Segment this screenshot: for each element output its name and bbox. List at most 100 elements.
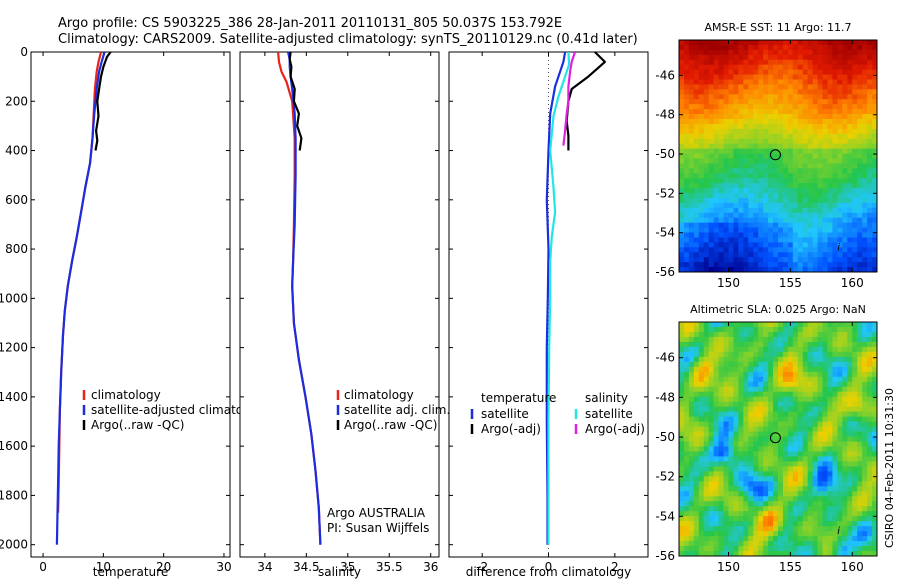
- heatmap-cell: [778, 158, 784, 165]
- heatmap-cell: [743, 356, 749, 363]
- heatmap-cell: [703, 197, 710, 204]
- heatmap-cell: [847, 168, 853, 174]
- heatmap-cell: [822, 267, 829, 272]
- heatmap-cell: [703, 461, 710, 467]
- heatmap-cell: [792, 526, 799, 532]
- heatmap-cell: [807, 501, 814, 507]
- heatmap-cell: [743, 217, 749, 224]
- heatmap-cell: [867, 44, 873, 51]
- heatmap-cell: [733, 511, 739, 517]
- heatmap-cell: [763, 178, 769, 184]
- heatmap-cell: [862, 366, 868, 373]
- heatmap-cell: [812, 44, 819, 51]
- heatmap-cell: [797, 481, 804, 487]
- heatmap-cell: [713, 173, 720, 179]
- heatmap-cell: [773, 406, 779, 413]
- heatmap-cell: [787, 64, 794, 71]
- heatmap-cell: [758, 471, 764, 477]
- heatmap-cell: [862, 217, 868, 224]
- heatmap-cell: [778, 193, 784, 199]
- x-tick-label: 34: [257, 560, 272, 574]
- heatmap-cell: [842, 506, 848, 512]
- heatmap-cell: [713, 267, 720, 272]
- heatmap-cell: [688, 396, 695, 403]
- heatmap-cell: [753, 496, 759, 502]
- heatmap-cell: [748, 109, 754, 115]
- heatmap-cell: [768, 516, 774, 522]
- heatmap-cell: [797, 336, 804, 343]
- heatmap-cell: [708, 138, 715, 145]
- heatmap-cell: [723, 521, 730, 527]
- heatmap-cell: [728, 99, 735, 105]
- heatmap-cell: [867, 163, 873, 169]
- heatmap-cell: [787, 193, 794, 199]
- heatmap-cell: [718, 451, 725, 458]
- heatmap-cell: [862, 44, 868, 51]
- heatmap-cell: [748, 481, 754, 487]
- heatmap-cell: [713, 336, 720, 343]
- heatmap-cell: [832, 267, 838, 272]
- heatmap-cell: [728, 74, 735, 81]
- heatmap-cell: [837, 178, 843, 184]
- heatmap-cell: [862, 163, 868, 169]
- heatmap-cell: [763, 84, 769, 90]
- heatmap-cell: [778, 54, 784, 61]
- heatmap-cell: [802, 436, 809, 443]
- heatmap-cell: [748, 536, 754, 542]
- heatmap-cell: [713, 262, 720, 268]
- heatmap-cell: [679, 526, 685, 532]
- heatmap-cell: [743, 49, 749, 56]
- heatmap-cell: [842, 227, 848, 234]
- heatmap-cell: [822, 521, 829, 527]
- heatmap-cell: [728, 326, 735, 333]
- heatmap-cell: [832, 491, 838, 497]
- heatmap-cell: [782, 471, 789, 477]
- heatmap-cell: [679, 371, 685, 378]
- heatmap-cell: [842, 541, 848, 547]
- heatmap-cell: [773, 496, 779, 502]
- heatmap-cell: [792, 242, 799, 248]
- heatmap-cell: [857, 371, 863, 378]
- heatmap-cell: [827, 521, 834, 527]
- heatmap-cell: [693, 516, 700, 522]
- heatmap-cell: [758, 44, 764, 51]
- heatmap-cell: [698, 476, 705, 482]
- heatmap-cell: [802, 49, 809, 56]
- heatmap-cell: [797, 541, 804, 547]
- heatmap-cell: [817, 252, 824, 258]
- heatmap-cell: [778, 391, 784, 398]
- heatmap-cell: [872, 217, 877, 224]
- heatmap-cell: [842, 431, 848, 438]
- heatmap-cell: [842, 89, 848, 95]
- heatmap-cell: [872, 202, 877, 209]
- heatmap-cell: [708, 446, 715, 453]
- heatmap-cell: [782, 431, 789, 438]
- heatmap-cell: [743, 54, 749, 61]
- heatmap-cell: [723, 168, 730, 174]
- heatmap-cell: [787, 456, 794, 463]
- heatmap-cell: [867, 341, 873, 348]
- heatmap-cell: [683, 456, 690, 463]
- heatmap-cell: [763, 401, 769, 408]
- heatmap-cell: [743, 411, 749, 418]
- heatmap-cell: [683, 346, 690, 353]
- heatmap-cell: [847, 212, 853, 219]
- heatmap-cell: [723, 109, 730, 115]
- heatmap-cell: [703, 481, 710, 487]
- heatmap-cell: [857, 232, 863, 239]
- heatmap-cell: [842, 173, 848, 179]
- heatmap-cell: [688, 506, 695, 512]
- heatmap-cell: [733, 158, 739, 165]
- heatmap-cell: [812, 227, 819, 234]
- heatmap-cell: [832, 451, 838, 458]
- heatmap-cell: [862, 331, 868, 338]
- heatmap-cell: [723, 326, 730, 333]
- heatmap-cell: [713, 237, 720, 243]
- heatmap-cell: [773, 99, 779, 105]
- heatmap-cell: [857, 193, 863, 199]
- heatmap-cell: [733, 237, 739, 243]
- heatmap-cell: [733, 74, 739, 81]
- heatmap-cell: [713, 74, 720, 81]
- heatmap-cell: [787, 188, 794, 194]
- heatmap-cell: [852, 143, 858, 150]
